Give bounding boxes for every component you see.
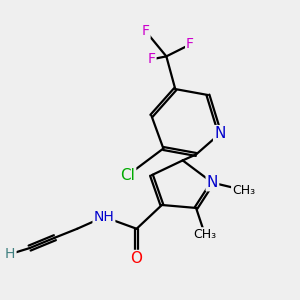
- Text: CH₃: CH₃: [194, 228, 217, 241]
- Text: Cl: Cl: [120, 168, 135, 183]
- Text: NH: NH: [94, 210, 114, 224]
- Text: N: N: [207, 175, 218, 190]
- Text: F: F: [186, 38, 194, 52]
- Text: F: F: [148, 52, 155, 66]
- Text: H: H: [5, 247, 16, 261]
- Text: CH₃: CH₃: [232, 184, 255, 196]
- Text: F: F: [142, 24, 149, 38]
- Text: O: O: [130, 251, 142, 266]
- Text: N: N: [214, 126, 226, 141]
